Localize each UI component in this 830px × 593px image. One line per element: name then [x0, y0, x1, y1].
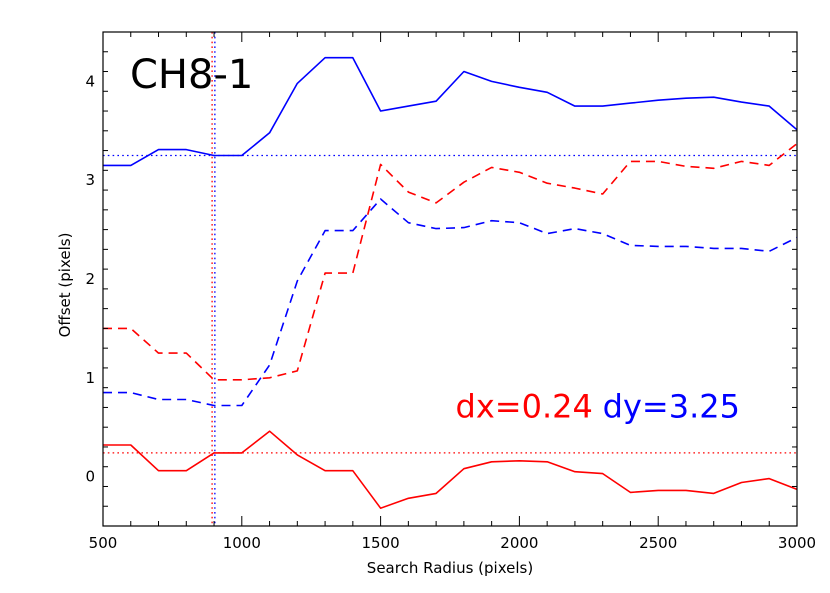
y-tick-label: 0 — [85, 468, 95, 486]
y-tick-label: 3 — [85, 171, 95, 189]
x-tick-label: 2000 — [500, 534, 538, 552]
series-dx-solid — [103, 430, 798, 510]
y-axis-title: Offset (pixels) — [56, 233, 74, 338]
series-dy-solid — [103, 56, 798, 167]
x-tick-label: 3000 — [778, 534, 816, 552]
series-dy-dashed — [103, 198, 798, 407]
x-axis-title: Search Radius (pixels) — [367, 559, 533, 577]
x-tick-label: 1500 — [362, 534, 400, 552]
annotation-dy-label: dy=3.25 — [603, 387, 740, 425]
chart-title: CH8-1 — [130, 52, 253, 98]
y-tick-label: 4 — [85, 72, 95, 90]
plot-frame — [102, 31, 798, 527]
annotation-dx-label: dx=0.24 — [456, 387, 593, 425]
y-tick-label: 2 — [85, 270, 95, 288]
y-tick-label: 1 — [85, 369, 95, 387]
plot-content: dx=0.24 dy=3.25 — [103, 32, 798, 526]
x-tick-label: 500 — [89, 534, 118, 552]
series-dx-dashed — [103, 142, 798, 381]
x-tick-label: 2500 — [639, 534, 677, 552]
x-tick-label: 1000 — [223, 534, 261, 552]
ticks: 500 1000 1500 2000 2500 3000 0 1 2 3 4 — [85, 31, 816, 552]
